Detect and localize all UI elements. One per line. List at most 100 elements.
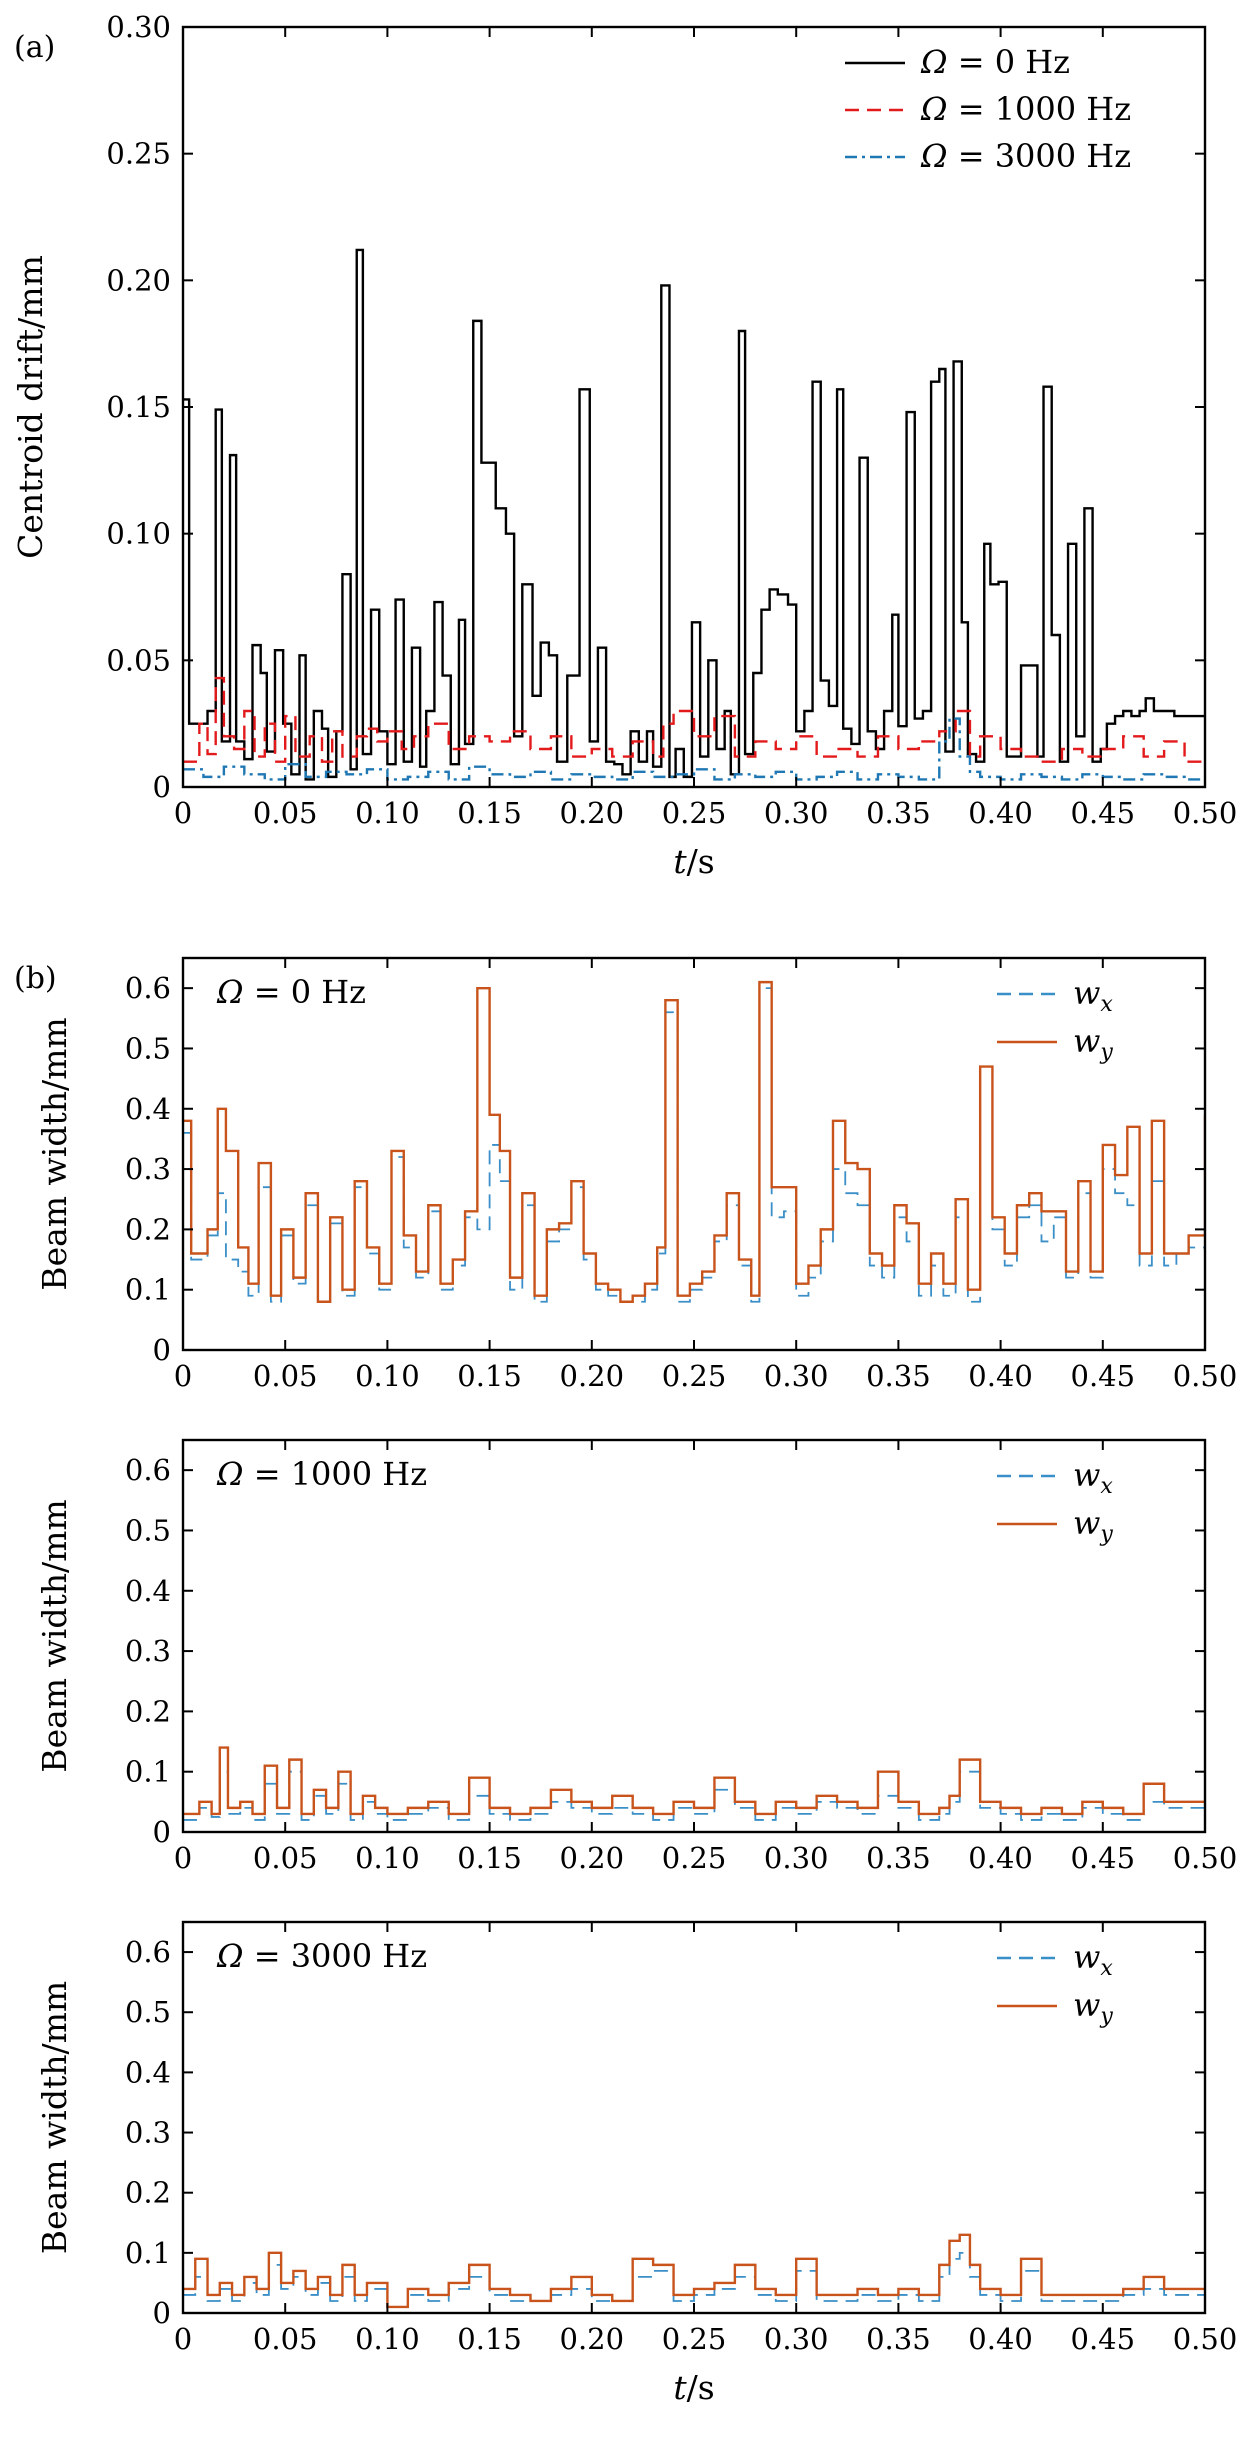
x-tick-label: 0 [174,2322,192,2356]
chart-panel-3: 0 0.05 0.10 0.15 0.20 0.25 0.30 0.35 0.40 0.45 0.5… [35,1920,1238,2407]
x-tick-label: 0.20 [560,796,625,830]
series-line-2 [183,717,1205,781]
y-axis-label: Beam width/mm [35,1017,74,1290]
x-tick-label: 0.20 [560,1359,625,1393]
legend-entry-1: wy [1073,1504,1113,1547]
y-tick-label: 0.05 [106,643,171,677]
legend: wx wy [997,974,1113,1065]
y-tick-label: 0 [153,770,171,804]
panel-title: Ω = 3000 Hz [216,1937,427,1975]
x-tick-label: 0.45 [1071,2322,1136,2356]
y-tick-label: 0.3 [125,1634,171,1668]
y-tick-label: 0.6 [125,1935,171,1969]
x-tick-label: 0.30 [764,1359,829,1393]
x-tick-label: 0.35 [866,796,931,830]
y-tick-label: 0.3 [125,1152,171,1186]
y-tick-label: 0.10 [106,517,171,551]
legend-entry-1: Ω = 1000 Hz [920,90,1131,128]
x-tick-label: 0.40 [968,2322,1033,2356]
x-tick-label: 0.50 [1173,1841,1238,1875]
x-tick-label: 0.10 [355,1359,420,1393]
series-line-1 [183,980,1205,1303]
chart-panel-2: 0 0.05 0.10 0.15 0.20 0.25 0.30 0.35 0.40 0.45 0.5… [35,1438,1238,1875]
x-tick-label: 0.30 [764,2322,829,2356]
y-tick-label: 0.5 [125,1031,171,1065]
x-tick-label: 0.40 [968,796,1033,830]
x-tick-label: 0.05 [253,2322,318,2356]
x-tick-label: 0.05 [253,1841,318,1875]
plot-frame [181,1920,1207,2315]
series-line-0 [183,248,1205,781]
y-tick-label: 0 [153,2296,171,2330]
x-tick-label: 0.15 [457,2322,522,2356]
x-tick-label: 0 [174,1841,192,1875]
legend: wx wy [997,1938,1113,2029]
y-tick-label: 0.3 [125,2116,171,2150]
x-tick-label: 0.35 [866,1359,931,1393]
legend-entry-0: wx [1073,974,1113,1017]
x-tick-label: 0.15 [457,1359,522,1393]
y-tick-label: 0.30 [106,10,171,44]
y-axis-label: Centroid drift/mm [11,255,50,559]
x-axis-label: t/s [673,2368,714,2407]
panel-title: Ω = 0 Hz [216,973,366,1011]
y-axis-label: Beam width/mm [35,1981,74,2254]
y-tick-label: 0.5 [125,1513,171,1547]
panel-label: (b) [14,961,57,996]
x-tick-label: 0.45 [1071,1359,1136,1393]
y-tick-label: 0.4 [125,1574,171,1608]
x-tick-label: 0.35 [866,1841,931,1875]
chart-panel-1: 0 0.05 0.10 0.15 0.20 0.25 0.30 0.35 0.40 0.45 0.5… [14,956,1238,1393]
legend: wx wy [997,1456,1113,1547]
x-tick-label: 0.25 [662,1359,727,1393]
panel-title: Ω = 1000 Hz [216,1455,427,1493]
series-line-0 [183,1770,1205,1821]
x-tick-label: 0.10 [355,2322,420,2356]
y-axis-label: Beam width/mm [35,1499,74,1772]
x-tick-label: 0.45 [1071,796,1136,830]
legend-entry-1: wy [1073,1022,1113,1065]
x-tick-label: 0.50 [1173,2322,1238,2356]
series-line-0 [183,987,1205,1303]
legend-entry-0: wx [1073,1456,1113,1499]
x-tick-label: 0.45 [1071,1841,1136,1875]
x-tick-label: 0.50 [1173,796,1238,830]
x-tick-label: 0.50 [1173,1359,1238,1393]
y-tick-label: 0.15 [106,390,171,424]
x-tick-label: 0.25 [662,1841,727,1875]
y-tick-label: 0.2 [125,1694,171,1728]
x-tick-label: 0.05 [253,796,318,830]
series-line-1 [183,2233,1205,2309]
x-tick-label: 0.25 [662,796,727,830]
legend-entry-0: wx [1073,1938,1113,1981]
y-tick-label: 0.2 [125,1212,171,1246]
series-group [183,980,1205,1303]
x-tick-label: 0 [174,796,192,830]
x-tick-label: 0.30 [764,796,829,830]
y-tick-label: 0.4 [125,1092,171,1126]
y-tick-label: 0.4 [125,2055,171,2089]
y-tick-label: 0.25 [106,137,171,171]
legend: Ω = 0 Hz Ω = 1000 Hz Ω = 3000 Hz [845,43,1131,175]
x-tick-label: 0.20 [560,1841,625,1875]
y-tick-label: 0.2 [125,2176,171,2210]
legend-entry-1: wy [1073,1986,1113,2029]
plot-frame [181,956,1207,1352]
y-tick-label: 0.5 [125,1995,171,2029]
x-tick-label: 0.10 [355,796,420,830]
x-tick-label: 0.40 [968,1359,1033,1393]
y-tick-label: 0.20 [106,263,171,297]
panel-label: (a) [14,30,55,65]
y-tick-label: 0.6 [125,1453,171,1487]
y-tick-label: 0 [153,1333,171,1367]
y-tick-label: 0.1 [125,1755,171,1789]
series-group [183,2233,1205,2309]
series-line-1 [183,1746,1205,1816]
series-group [183,248,1205,781]
chart-panel-0: 0 0.05 0.10 0.15 0.20 0.25 0.30 0.35 0.40 0.45 0.5… [11,10,1237,881]
x-tick-label: 0.10 [355,1841,420,1875]
x-tick-label: 0.30 [764,1841,829,1875]
x-tick-label: 0.35 [866,2322,931,2356]
legend-entry-0: Ω = 0 Hz [920,43,1070,81]
